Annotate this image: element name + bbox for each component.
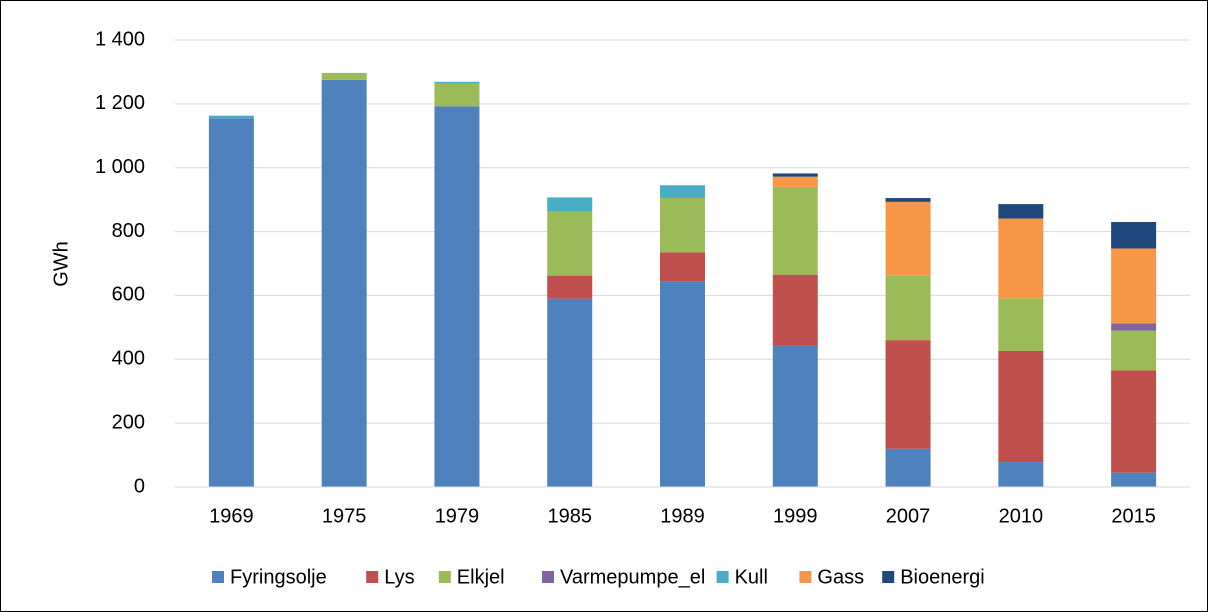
bar-segment xyxy=(660,281,705,487)
legend-swatch xyxy=(799,571,812,583)
bar-segment xyxy=(660,252,705,282)
y-tick-label: 1 200 xyxy=(95,92,145,114)
bar-segment xyxy=(1111,472,1157,487)
bar-segment xyxy=(547,197,593,212)
bar-segment xyxy=(885,340,931,449)
x-tick-label: 1979 xyxy=(435,505,480,527)
x-tick-label: 1975 xyxy=(322,505,367,527)
bar-segment xyxy=(998,350,1044,463)
legend-swatch xyxy=(542,571,554,583)
y-tick-label: 600 xyxy=(112,284,145,306)
bar-segment xyxy=(547,211,593,276)
bar-segment xyxy=(885,275,931,341)
bar-segment xyxy=(772,173,818,177)
bar-segment xyxy=(434,83,480,107)
x-tick-label: 1969 xyxy=(209,505,254,527)
y-axis-label: GWh xyxy=(50,241,72,287)
legend-label: Gass xyxy=(817,566,864,588)
bar-segment xyxy=(1111,323,1157,331)
y-tick-label: 1 000 xyxy=(95,156,145,178)
bar-segment xyxy=(1111,221,1157,249)
legend-label: Kull xyxy=(735,566,768,588)
y-tick-label: 400 xyxy=(112,348,145,370)
bar-segment xyxy=(772,345,818,487)
bar-segment xyxy=(998,462,1044,487)
bar-segment xyxy=(208,118,254,487)
bar-segment xyxy=(885,448,931,487)
bar-segment xyxy=(434,81,480,84)
legend-swatch xyxy=(212,571,224,583)
x-tick-label: 2015 xyxy=(1111,505,1156,527)
legend-swatch xyxy=(882,571,895,583)
y-tick-label: 200 xyxy=(112,411,145,433)
bar-segment xyxy=(998,298,1044,351)
x-tick-label: 2007 xyxy=(886,505,931,527)
legend-label: Bioenergi xyxy=(900,566,985,588)
x-tick-label: 2010 xyxy=(999,505,1044,527)
bar-segment xyxy=(434,106,480,487)
bar-segment xyxy=(660,198,705,253)
bar-segment xyxy=(547,275,593,299)
bar-segment xyxy=(321,79,367,488)
bar-segment xyxy=(885,198,931,202)
bar-segment xyxy=(772,176,818,187)
legend-swatch xyxy=(438,571,451,583)
x-tick-label: 1985 xyxy=(547,505,592,527)
bar-segment xyxy=(660,185,705,199)
legend-label: Elkjel xyxy=(457,566,505,588)
y-tick-label: 1 400 xyxy=(95,28,145,50)
bar-segment xyxy=(321,72,367,80)
bar-segment xyxy=(1111,370,1157,473)
bar-segment xyxy=(885,201,931,276)
bar-segment xyxy=(1111,248,1157,324)
bar-segment xyxy=(998,218,1044,299)
bar-segment xyxy=(1111,330,1157,371)
bar-segment xyxy=(772,274,818,346)
x-tick-label: 1989 xyxy=(660,505,705,527)
y-tick-label: 0 xyxy=(134,475,145,497)
legend-swatch xyxy=(716,571,729,583)
bar-segment xyxy=(208,115,254,119)
legend-label: Varmepumpe_el xyxy=(560,566,705,588)
bar-segment xyxy=(547,298,593,487)
legend-label: Fyringsolje xyxy=(230,566,327,588)
bar-segment xyxy=(772,186,818,275)
legend-label: Lys xyxy=(384,566,414,588)
legend-swatch xyxy=(366,571,379,583)
bar-segment xyxy=(998,204,1044,219)
x-tick-label: 1999 xyxy=(773,505,818,527)
y-tick-label: 800 xyxy=(112,220,145,242)
